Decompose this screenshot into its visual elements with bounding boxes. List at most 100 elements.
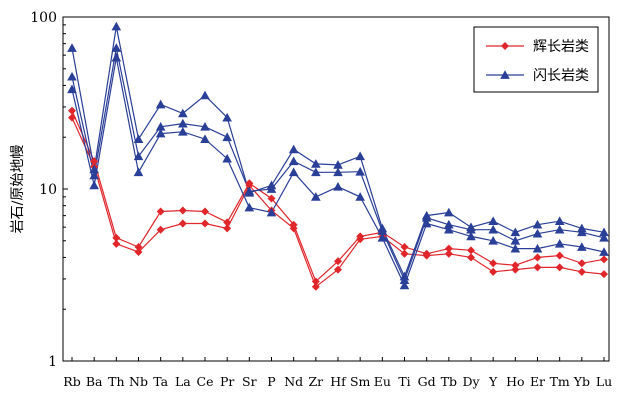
data-point-1-0-7	[222, 112, 232, 122]
data-point-0-1-5	[178, 219, 187, 228]
data-point-0-0-11	[311, 277, 320, 286]
x-tick-label-Sr: Sr	[242, 374, 257, 389]
data-point-0-1-23	[577, 267, 586, 276]
legend-marker-0	[501, 42, 509, 50]
data-point-0-1-22	[555, 263, 564, 272]
data-point-0-1-21	[533, 263, 542, 272]
y-tick-label-2: 100	[30, 10, 57, 26]
x-tick-label-Hf: Hf	[330, 374, 347, 389]
data-point-0-1-16	[422, 251, 431, 260]
data-point-1-2-23	[577, 242, 587, 251]
data-point-1-1-16	[421, 213, 432, 222]
data-point-1-2-4	[155, 128, 166, 138]
data-point-0-0-12	[334, 257, 342, 266]
x-tick-label-Nb: Nb	[129, 374, 148, 389]
data-point-0-1-17	[444, 249, 453, 258]
data-point-1-1-21	[532, 228, 543, 238]
data-point-1-2-8	[244, 202, 255, 212]
data-point-0-1-11	[311, 282, 320, 291]
data-point-0-1-12	[334, 265, 342, 274]
data-point-0-1-24	[600, 270, 608, 279]
data-point-1-0-12	[333, 160, 343, 169]
data-point-0-0-2	[112, 233, 121, 242]
data-point-1-0-5	[178, 108, 188, 118]
data-point-0-1-8	[245, 181, 254, 190]
data-point-0-1-13	[356, 235, 365, 244]
x-tick-label-Ta: Ta	[153, 374, 168, 389]
x-tick-label-Ba: Ba	[86, 374, 103, 389]
x-tick-label-Tb: Tb	[441, 374, 457, 389]
data-point-1-0-11	[311, 159, 321, 168]
data-point-1-1-13	[355, 166, 365, 176]
data-point-0-0-4	[156, 207, 165, 216]
data-point-0-1-20	[511, 265, 520, 274]
x-tick-label-Y: Y	[488, 374, 498, 389]
data-point-0-0-21	[533, 253, 542, 262]
x-tick-label-Nd: Nd	[284, 374, 303, 389]
data-point-1-2-18	[466, 231, 476, 241]
data-point-0-0-24	[600, 255, 608, 264]
data-point-1-0-13	[355, 151, 365, 161]
data-point-1-0-24	[599, 227, 609, 237]
data-point-1-2-3	[133, 167, 144, 177]
data-point-1-2-14	[377, 233, 388, 242]
data-point-1-1-12	[333, 167, 343, 177]
data-point-1-2-9	[266, 207, 277, 217]
data-point-1-0-21	[532, 219, 543, 229]
data-point-1-0-20	[510, 227, 521, 237]
data-point-1-2-0	[67, 84, 77, 94]
legend-label-0: 辉长岩类	[533, 39, 589, 55]
data-point-1-1-5	[178, 118, 188, 128]
data-point-1-0-19	[488, 216, 498, 226]
data-point-1-1-1	[89, 170, 99, 180]
data-point-1-0-17	[444, 207, 454, 217]
data-point-0-1-7	[223, 224, 232, 233]
data-point-0-0-22	[555, 251, 564, 260]
legend-label-1: 闪长岩类	[533, 68, 589, 84]
data-point-0-0-3	[134, 243, 143, 252]
data-point-0-1-10	[289, 224, 298, 233]
x-tick-label-Dy: Dy	[462, 374, 480, 389]
data-point-1-1-4	[155, 121, 166, 131]
x-tick-label-Ho: Ho	[506, 374, 524, 389]
data-point-0-1-18	[467, 253, 475, 262]
data-point-1-2-6	[200, 134, 210, 143]
x-tick-label-Sm: Sm	[350, 374, 371, 389]
data-point-1-1-19	[488, 224, 498, 234]
data-point-1-1-9	[266, 184, 277, 193]
data-point-0-0-0	[68, 106, 76, 115]
x-tick-label-Zr: Zr	[308, 374, 323, 389]
data-point-1-1-17	[444, 219, 454, 229]
data-point-0-1-6	[201, 219, 209, 228]
data-point-1-1-6	[200, 121, 210, 131]
data-point-1-1-10	[288, 156, 299, 166]
data-point-0-0-20	[511, 261, 520, 270]
data-point-1-1-22	[554, 224, 565, 234]
data-point-0-0-19	[489, 259, 498, 268]
x-tick-label-Lu: Lu	[596, 374, 612, 389]
axis-layer: 1 10 100 Rb Ba Th Nb Ta La Ce Pr Sr P Nd Zr Hf Sm Eu Ti Gd T…	[30, 10, 612, 389]
data-point-1-2-7	[222, 153, 232, 163]
data-point-1-0-6	[200, 90, 210, 100]
data-point-1-2-11	[311, 192, 321, 201]
data-point-1-1-20	[510, 235, 521, 245]
data-point-1-2-24	[599, 247, 609, 256]
data-point-0-0-1	[90, 157, 99, 166]
data-point-1-1-18	[466, 224, 476, 234]
data-point-1-1-24	[599, 233, 609, 242]
data-point-1-0-1	[89, 164, 99, 174]
x-tick-label-Yb: Yb	[573, 374, 590, 389]
data-point-1-2-15	[399, 280, 410, 290]
y-tick-label-1: 10	[39, 182, 57, 198]
y-axis-label: 岩石/原始地幔	[10, 145, 26, 234]
data-point-0-1-3	[134, 248, 143, 257]
data-point-0-0-5	[178, 206, 187, 215]
data-point-0-1-4	[156, 225, 165, 234]
x-tick-label-Ti: Ti	[398, 374, 410, 389]
data-point-1-2-5	[178, 127, 188, 136]
legend-marker-1	[500, 70, 510, 79]
data-point-1-1-7	[222, 132, 232, 142]
